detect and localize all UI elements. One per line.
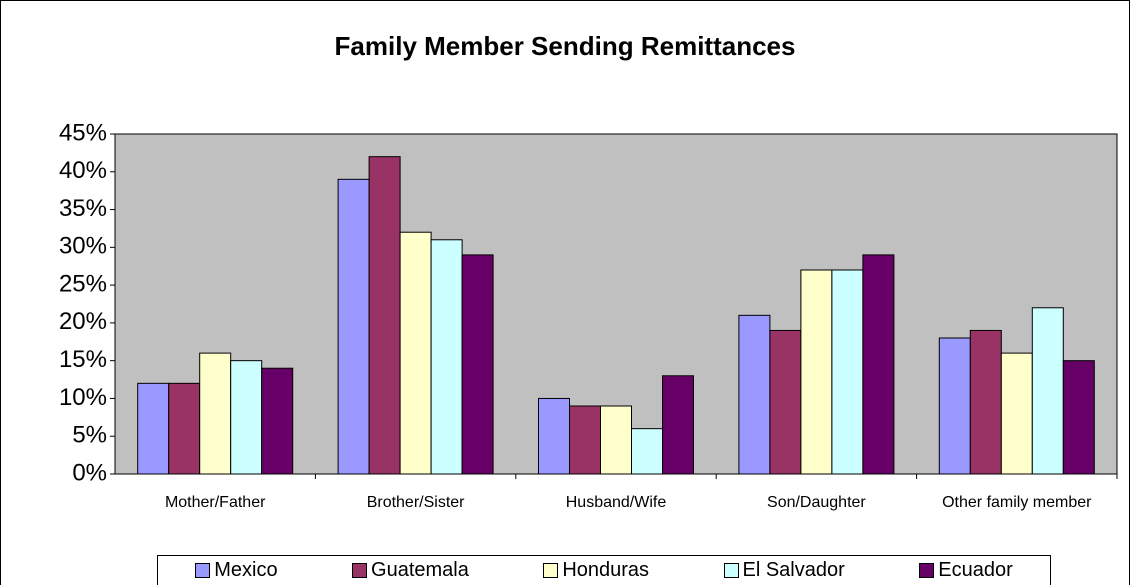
y-tick-label: 35% (59, 195, 107, 222)
bar (631, 428, 663, 475)
bar (862, 254, 895, 475)
x-tick-label: Son/Daughter (767, 494, 866, 511)
legend-item: Ecuador (919, 559, 1013, 582)
x-tick-label: Brother/Sister (366, 494, 465, 511)
bar (1000, 352, 1033, 475)
bar (738, 314, 771, 475)
legend-label: El Salvador (742, 559, 845, 581)
chart-title: Family Member Sending Remittances (335, 31, 796, 61)
bar (769, 329, 802, 475)
x-tick-label: Husband/Wife (565, 494, 667, 511)
legend-swatch (352, 563, 368, 578)
x-tick-label: Mother/Father (164, 494, 266, 511)
legend-item: El Salvador (723, 559, 845, 582)
legend: Mexico Guatemala Honduras El Salvador Ecuado… (157, 555, 1051, 585)
legend-item: Honduras (543, 559, 649, 582)
y-tick-label: 10% (59, 384, 107, 411)
y-tick-label: 45% (59, 119, 107, 146)
bar (600, 405, 632, 475)
bar (1031, 307, 1064, 475)
legend-item: Mexico (195, 559, 278, 582)
bar (337, 178, 370, 475)
bar (137, 382, 170, 475)
bar (368, 156, 401, 475)
bar (230, 360, 263, 475)
y-tick-label: 30% (59, 233, 107, 260)
bar (399, 231, 432, 475)
legend-label: Honduras (562, 559, 650, 581)
bar (261, 367, 294, 475)
legend-label: Mexico (214, 559, 278, 581)
bar (800, 269, 833, 475)
legend-label: Guatemala (371, 559, 469, 581)
legend-item: Guatemala (352, 559, 469, 582)
y-tick-label: 20% (59, 308, 107, 335)
x-tick-label: Other family member (942, 494, 1092, 511)
y-tick-label: 5% (72, 422, 107, 449)
legend-swatch (723, 563, 739, 578)
bar (569, 405, 601, 475)
bar (938, 337, 971, 475)
bar (430, 239, 463, 475)
legend-label: Ecuador (938, 559, 1013, 581)
bar (199, 352, 232, 475)
y-tick-label: 40% (59, 157, 107, 184)
bar (969, 329, 1002, 475)
bar (168, 382, 201, 475)
bar (1062, 360, 1095, 475)
legend-swatch (543, 563, 559, 578)
bar (662, 375, 694, 475)
y-tick-label: 25% (59, 270, 107, 297)
bar (831, 269, 864, 475)
legend-swatch (195, 563, 211, 578)
y-tick-label: 0% (72, 459, 107, 486)
legend-swatch (919, 563, 935, 578)
bar (538, 397, 570, 475)
y-tick-label: 15% (59, 346, 107, 373)
bar (461, 254, 494, 475)
